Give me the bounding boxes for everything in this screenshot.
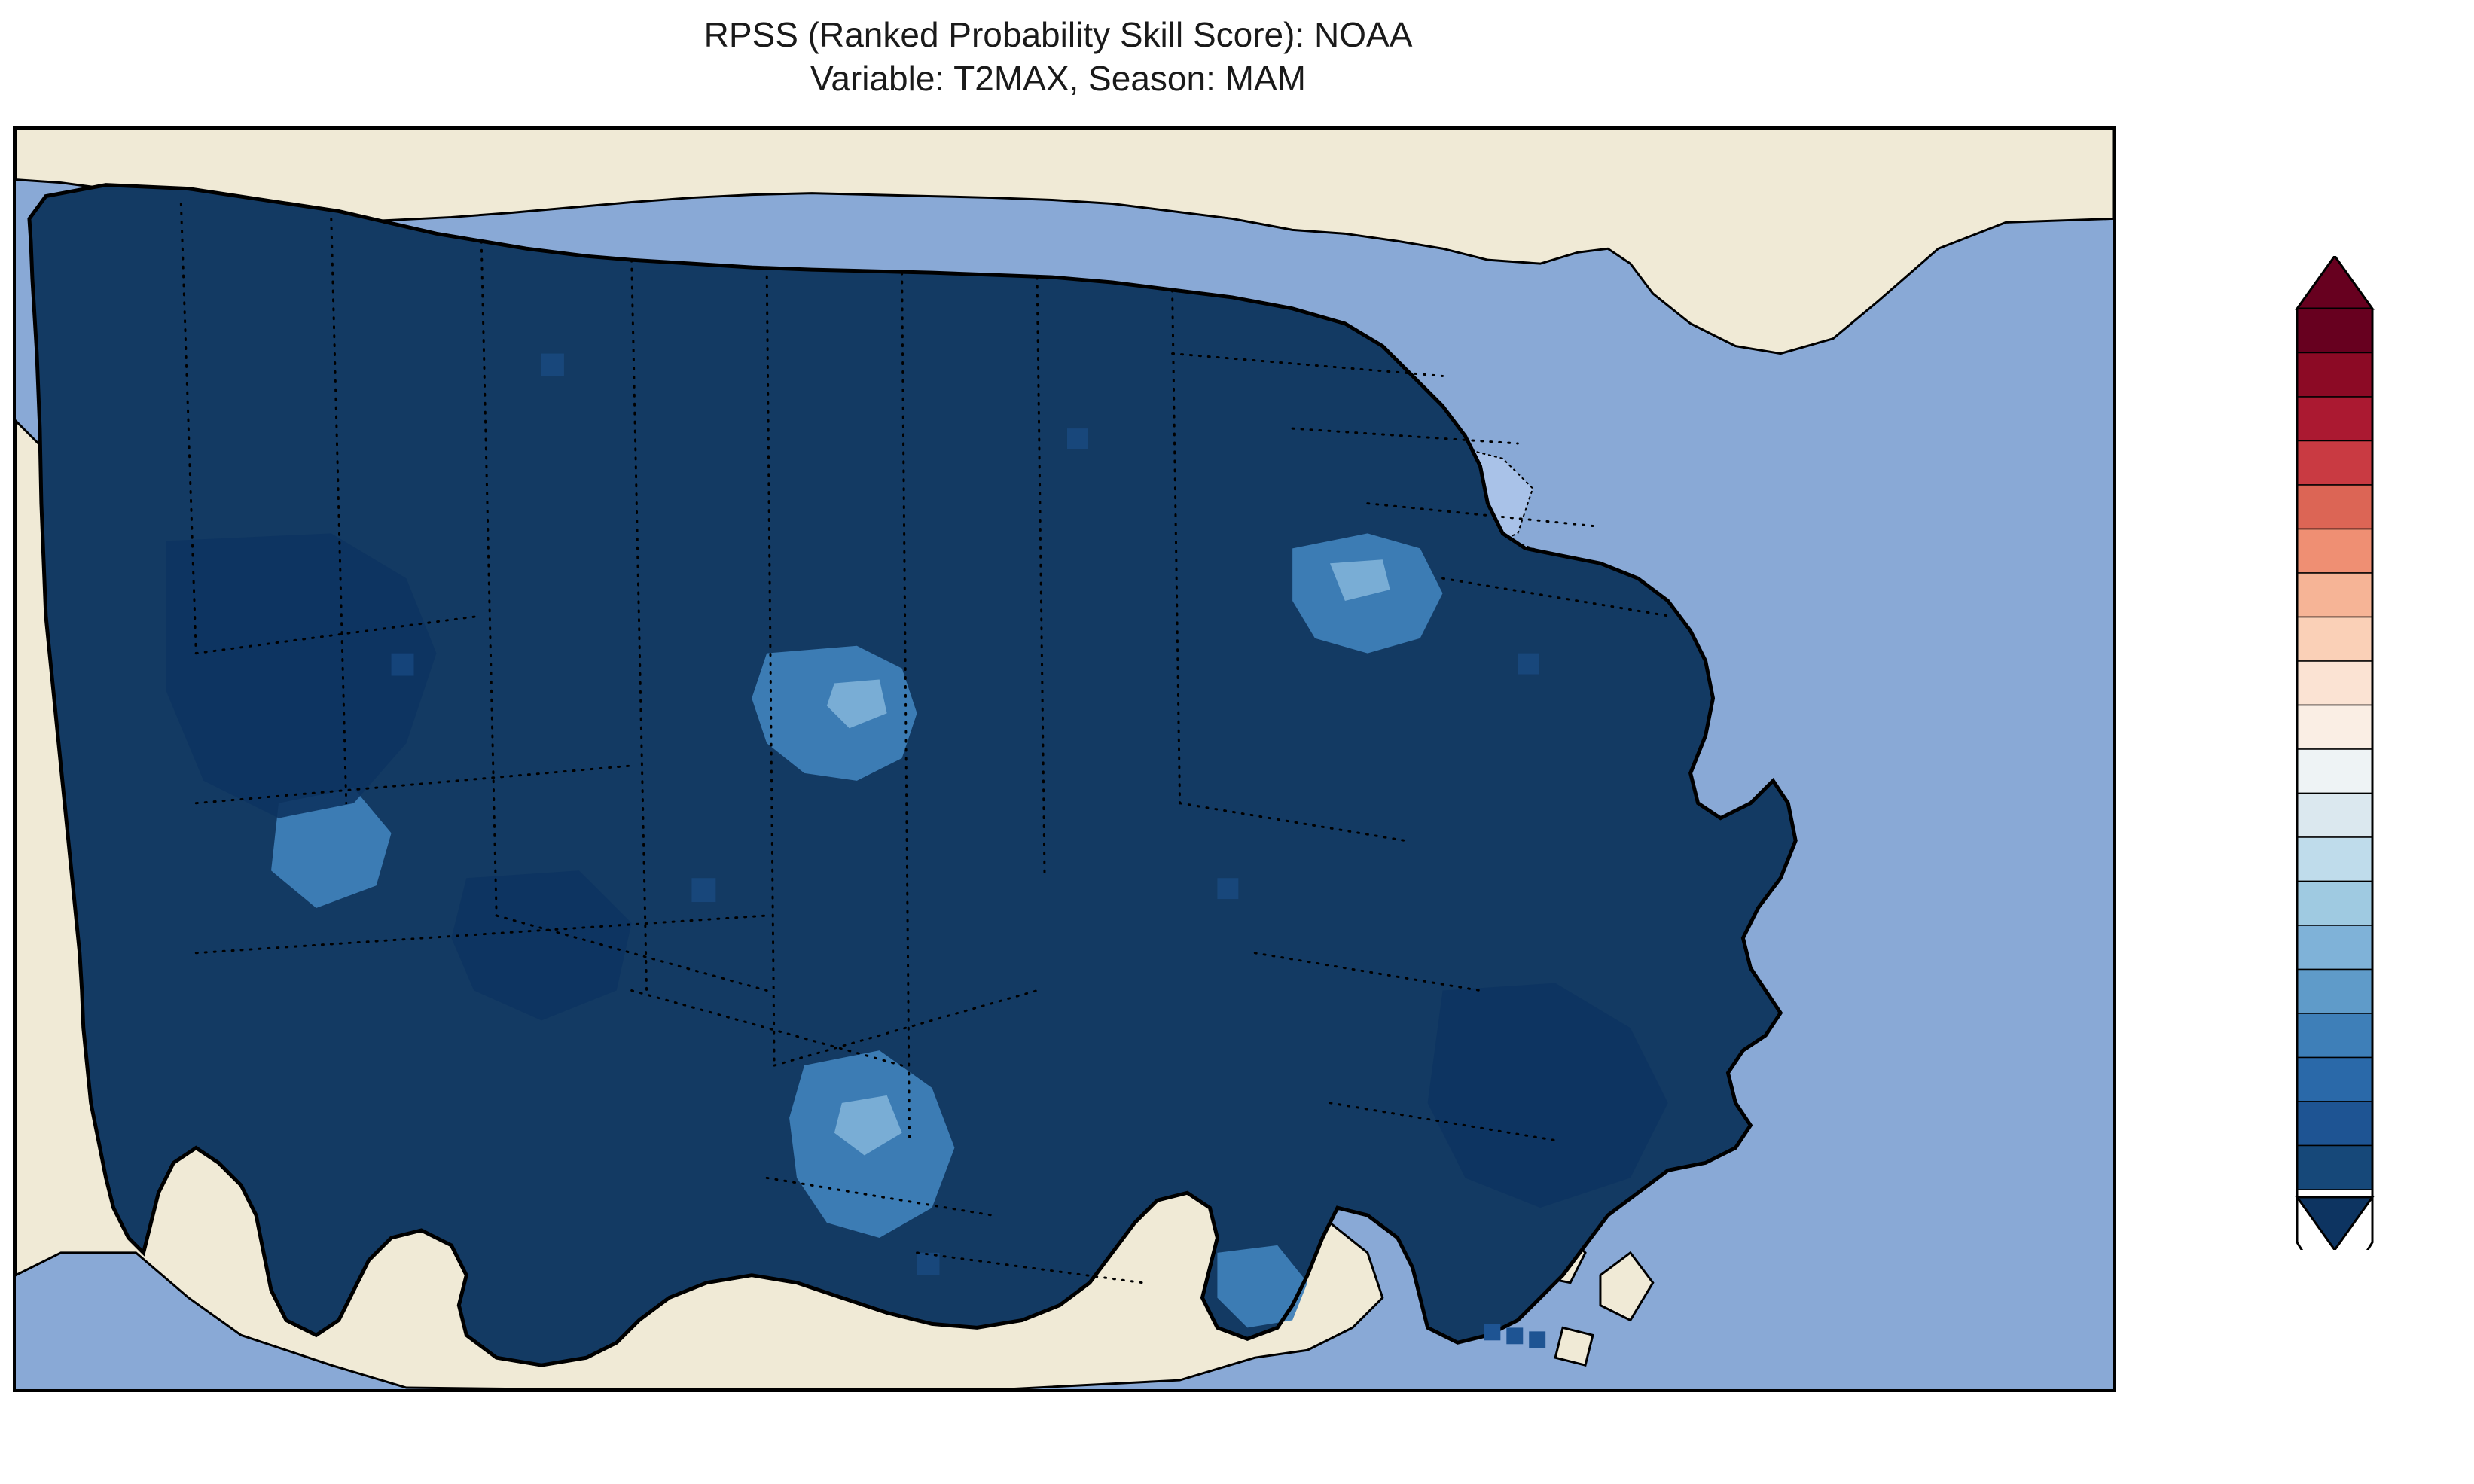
florida-keys-pixels bbox=[1484, 1324, 1545, 1348]
chart-title: RPSS (Ranked Probability Skill Score): N… bbox=[0, 14, 2116, 100]
us-rpss-map-svg bbox=[16, 129, 2113, 1389]
colorbar: RPSS 1 0.9 0.8 0.7 0.6 0.5 0.4 0.3 0.2 0… bbox=[2282, 256, 2387, 1250]
title-line-2: Variable: T2MAX, Season: MAM bbox=[0, 57, 2116, 101]
map-plot-area bbox=[13, 126, 2116, 1392]
colorbar-bands bbox=[2297, 309, 2372, 1190]
colorbar-svg bbox=[2282, 256, 2387, 1250]
title-line-1: RPSS (Ranked Probability Skill Score): N… bbox=[0, 14, 2116, 57]
